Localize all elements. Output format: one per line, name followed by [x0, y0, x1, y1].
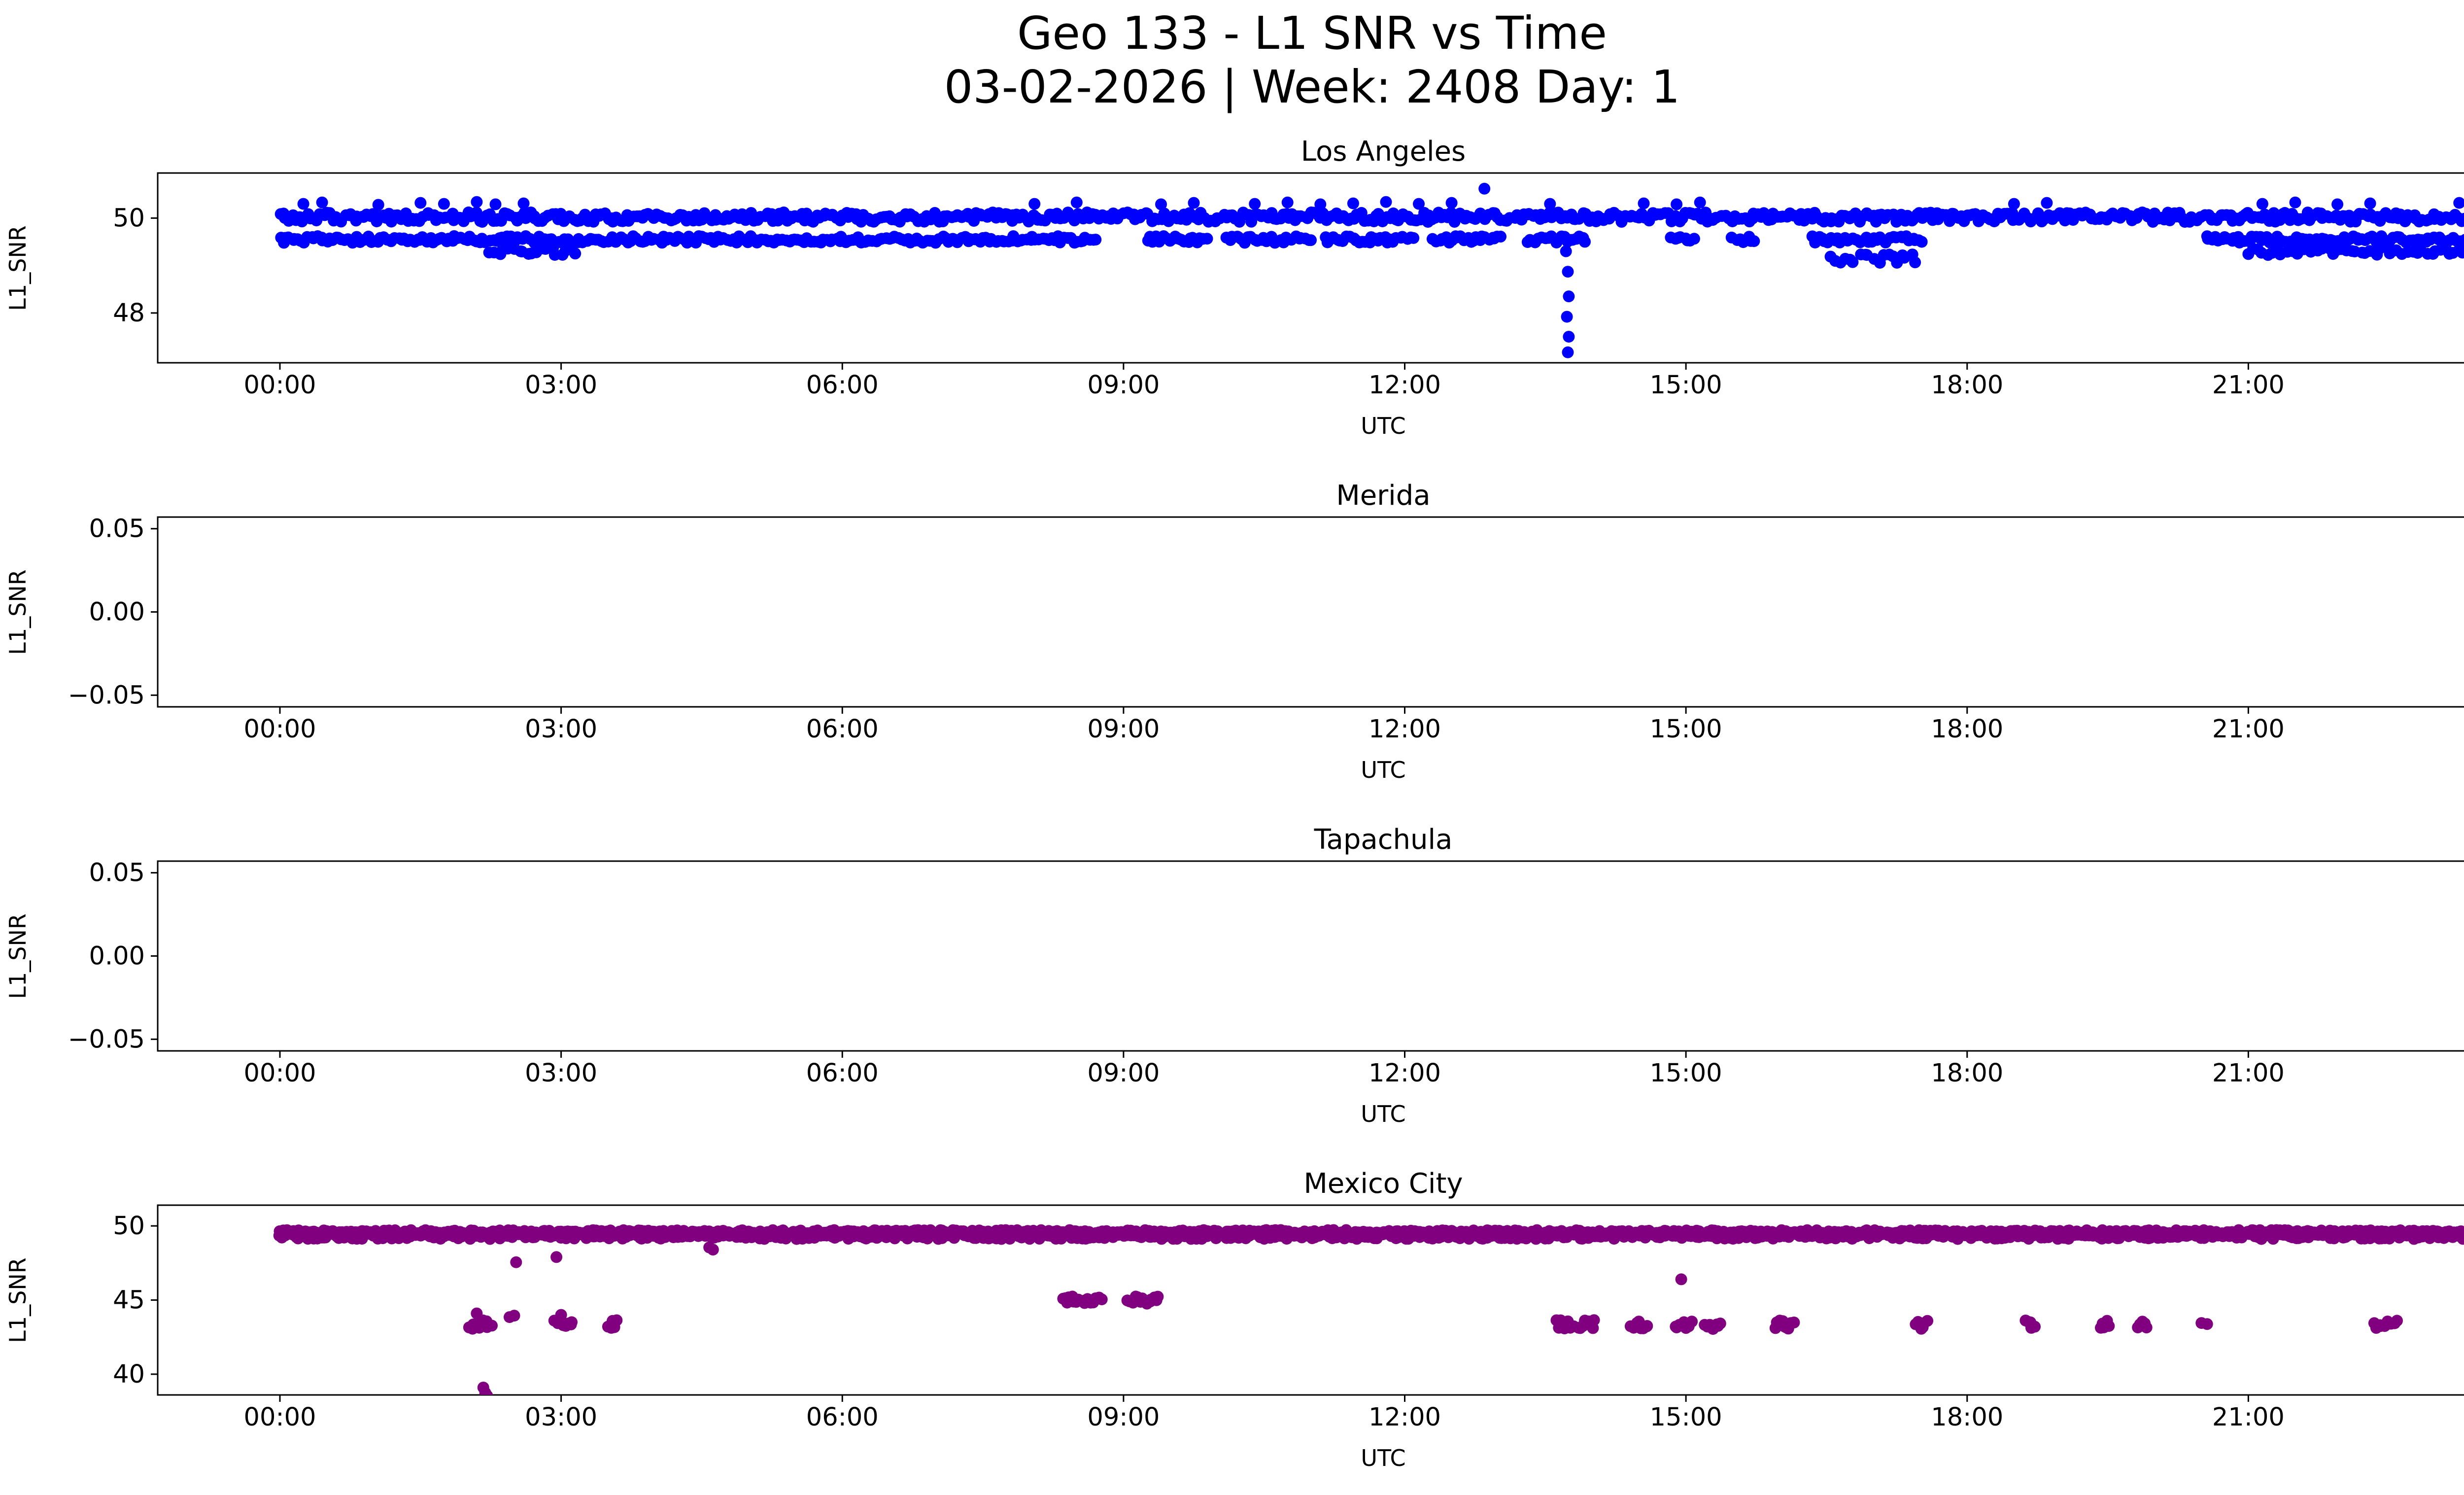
scatter-points [274, 182, 2464, 358]
x-tick-label: 09:00 [1087, 1403, 1160, 1432]
x-tick-label: 12:00 [1369, 715, 1441, 744]
subplot-merida: Merida UTC L1_SNR 00:00 03:00 06:00 09:00 12… [4, 480, 2464, 783]
y-axis-label: L1_SNR [4, 913, 31, 999]
subplot-los-angeles: Los Angeles UTC L1_SNR 00:00 03:00 06:00 09… [4, 136, 2464, 439]
subplot-title-merida: Merida [1336, 480, 1430, 512]
y-tick-label: 0.00 [89, 942, 145, 971]
subplot-mexico-city: Mexico City UTC L1_SNR 00:00 03:00 06:00 09… [4, 1168, 2464, 1471]
y-tick-label: 50 [113, 1212, 145, 1241]
subplot-tapachula: Tapachula UTC L1_SNR 00:00 03:00 06:00 09:0… [4, 824, 2464, 1127]
y-tick-label: −0.05 [68, 681, 145, 710]
figure-header: Geo 133 - L1 SNR vs Time 03-02-2026 | We… [0, 0, 2464, 114]
x-tick-label: 21:00 [2212, 371, 2285, 400]
x-tick-label: 00:00 [244, 1059, 316, 1088]
x-tick-label: 15:00 [1650, 371, 1722, 400]
x-tick-label: 06:00 [806, 1403, 879, 1432]
x-axis-label: UTC [1361, 1101, 1405, 1127]
x-tick-label: 09:00 [1087, 371, 1160, 400]
figure-title-line1: Geo 133 - L1 SNR vs Time [1017, 7, 1607, 60]
y-tick-label: 40 [113, 1360, 145, 1389]
y-tick-label: 45 [113, 1286, 145, 1315]
x-tick-label: 12:00 [1369, 1403, 1441, 1432]
x-tick-label: 00:00 [244, 371, 316, 400]
x-tick-label: 15:00 [1650, 1059, 1722, 1088]
x-tick-label: 06:00 [806, 1059, 879, 1088]
x-tick-label: 12:00 [1369, 371, 1441, 400]
x-tick-label: 03:00 [525, 1403, 597, 1432]
x-tick-label: 06:00 [806, 715, 879, 744]
x-tick-label: 21:00 [2212, 1059, 2285, 1088]
axes-frame [157, 860, 2464, 1052]
x-axis-label: UTC [1361, 757, 1405, 783]
x-axis-label: UTC [1361, 1445, 1405, 1471]
x-tick-label: 15:00 [1650, 715, 1722, 744]
axes-frame [157, 516, 2464, 708]
x-tick-label: 18:00 [1931, 715, 2003, 744]
x-tick-label: 00:00 [244, 715, 316, 744]
scatter-points [273, 1224, 2464, 1395]
x-tick-label: 12:00 [1369, 1059, 1441, 1088]
subplot-title-tapachula: Tapachula [1314, 824, 1453, 856]
x-tick-label: 03:00 [525, 371, 597, 400]
subplot-title-mexico-city: Mexico City [1303, 1168, 1463, 1200]
x-tick-label: 09:00 [1087, 1059, 1160, 1088]
x-tick-label: 21:00 [2212, 715, 2285, 744]
x-tick-label: 06:00 [806, 371, 879, 400]
y-tick-label: 0.00 [89, 598, 145, 627]
y-tick-label: 48 [113, 299, 145, 328]
y-tick-label: −0.05 [68, 1025, 145, 1054]
x-axis-label: UTC [1361, 413, 1405, 439]
y-axis-label: L1_SNR [4, 569, 31, 655]
y-axis-label: L1_SNR [4, 1257, 31, 1343]
axes-frame [157, 172, 2464, 364]
x-tick-label: 18:00 [1931, 1403, 2003, 1432]
y-tick-label: 50 [113, 204, 145, 233]
x-tick-label: 00:00 [244, 1403, 316, 1432]
x-tick-label: 03:00 [525, 1059, 597, 1088]
y-tick-label: 0.05 [89, 515, 145, 544]
x-tick-label: 09:00 [1087, 715, 1160, 744]
y-axis-label: L1_SNR [4, 225, 31, 311]
y-tick-label: 0.05 [89, 859, 145, 888]
x-tick-label: 18:00 [1931, 1059, 2003, 1088]
subplot-title-los-angeles: Los Angeles [1301, 136, 1466, 168]
x-tick-label: 21:00 [2212, 1403, 2285, 1432]
x-tick-label: 18:00 [1931, 371, 2003, 400]
x-tick-label: 03:00 [525, 715, 597, 744]
figure-title-line2: 03-02-2026 | Week: 2408 Day: 1 [944, 60, 1680, 113]
x-tick-label: 15:00 [1650, 1403, 1722, 1432]
